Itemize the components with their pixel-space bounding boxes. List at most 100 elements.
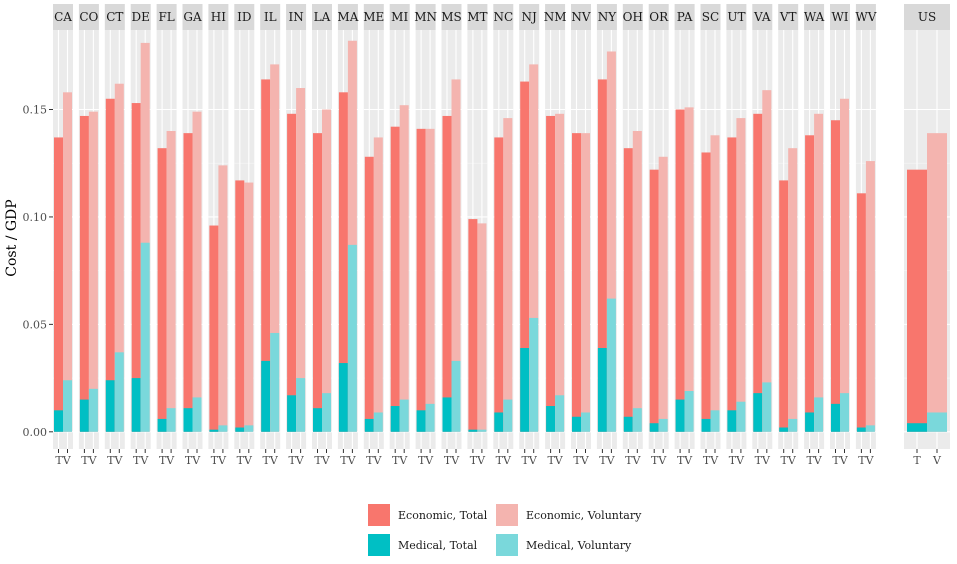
bar-economic-total [779,180,789,432]
bar-medical-total [572,416,581,432]
bar-economic-total [805,135,815,432]
bar-economic-total [727,137,737,432]
bar-economic-voluntary [555,113,565,432]
strip-label: NJ [522,10,538,24]
x-tick-label: TV [703,454,719,467]
bar-medical-total [313,408,322,432]
strip-background [78,4,99,30]
strip-label: US [918,10,936,24]
panel-or: OR TV [648,4,669,467]
bar-medical-total [338,363,348,432]
x-tick-label: TV [185,454,201,467]
strip-background [130,4,151,30]
bar-economic-voluntary [399,105,409,432]
bar-medical-voluntary [347,244,357,432]
x-tick-label: TV [107,454,123,467]
strip-background [830,4,850,30]
strip-background [904,4,950,30]
bar-medical-total [442,397,452,432]
bar-medical-voluntary [166,408,176,432]
bar-economic-voluntary [114,83,124,432]
panel-ms: MS TV [441,4,462,467]
strip-label: UT [727,10,745,24]
strip-background [493,4,514,30]
bar-medical-total [209,429,219,432]
bar-medical-total [235,427,245,432]
bar-economic-voluntary [581,133,590,432]
strip-label: NV [571,10,591,24]
bar-medical-voluntary [296,378,306,432]
x-tick-label: TV [806,454,822,467]
panel-fl: FL TV [156,4,177,467]
strip-label: PA [677,10,693,24]
panel-pa: PA TV [674,4,695,467]
bar-economic-voluntary [244,182,254,432]
strip-background [389,4,410,30]
strip-label: MN [414,10,437,24]
strip-label: HI [211,10,226,24]
bar-economic-voluntary [347,40,357,432]
bar-medical-voluntary [451,360,461,432]
x-tick-label: TV [444,454,460,467]
panel-ny: NY TV [596,4,617,467]
strip-label: ID [237,10,251,24]
bar-economic-voluntary [166,130,176,432]
bar-economic-voluntary [927,133,947,432]
legend-label-medical-voluntary: Medical, Voluntary [526,538,632,552]
strip-label: DE [132,10,150,24]
panel-wa: WA TV [804,4,825,467]
bar-medical-voluntary [736,401,746,432]
strip-label: GA [183,10,202,24]
bar-medical-voluntary [865,425,875,432]
bar-medical-total [364,418,374,432]
bar-economic-voluntary [322,109,331,432]
x-tick-label: TV [392,454,408,467]
strip-background [778,4,799,30]
strip-label: WI [831,10,848,24]
bar-medical-total [597,348,607,432]
bar-economic-total [364,156,374,432]
bar-economic-total [597,79,607,432]
strip-background [596,4,617,30]
legend-key-economic-voluntary [496,504,518,526]
x-tick-label: TV [496,454,512,467]
bar-economic-voluntary [606,51,616,432]
x-tick-label: TV [755,454,771,467]
strip-label: OR [649,10,669,24]
bar-medical-voluntary [658,418,668,432]
strip-background [545,4,566,30]
bar-medical-voluntary [88,388,98,432]
legend-label-economic-total: Economic, Total [398,508,488,522]
bar-medical-voluntary [814,397,824,432]
bar-medical-voluntary [114,352,124,432]
bar-economic-voluntary [632,130,642,432]
panel-ut: UT TV [726,4,747,467]
panel-wi: WI TV [830,4,850,467]
panel-id: ID TV [234,4,255,467]
strip-label: WA [804,10,825,24]
bar-medical-voluntary [399,399,409,432]
x-tick-label: TV [625,454,641,467]
strip-label: VT [779,10,797,24]
legend-key-economic-total [368,504,390,526]
strip-label: IN [288,10,303,24]
strip-background [622,4,643,30]
panel-us: US T V [904,4,950,467]
x-tick-label: TV [133,454,149,467]
bar-economic-total [572,133,581,432]
strip-label: CT [106,10,123,24]
panel-mn: MN TV [414,4,437,467]
bar-economic-voluntary [762,90,772,432]
bar-economic-total [79,115,89,432]
bar-economic-total [856,193,866,432]
panel-co: CO TV [78,4,99,467]
legend-item-economic-voluntary: Economic, Voluntary [496,504,641,526]
x-tick-label: TV [599,454,615,467]
y-axis: 0.00 0.05 0.10 0.15 [23,104,53,439]
panel-ca: CA TV [53,4,73,467]
strip-background [337,4,358,30]
bar-medical-total [907,423,927,432]
panel-vt: VT TV [778,4,799,467]
bar-medical-total [390,406,400,432]
